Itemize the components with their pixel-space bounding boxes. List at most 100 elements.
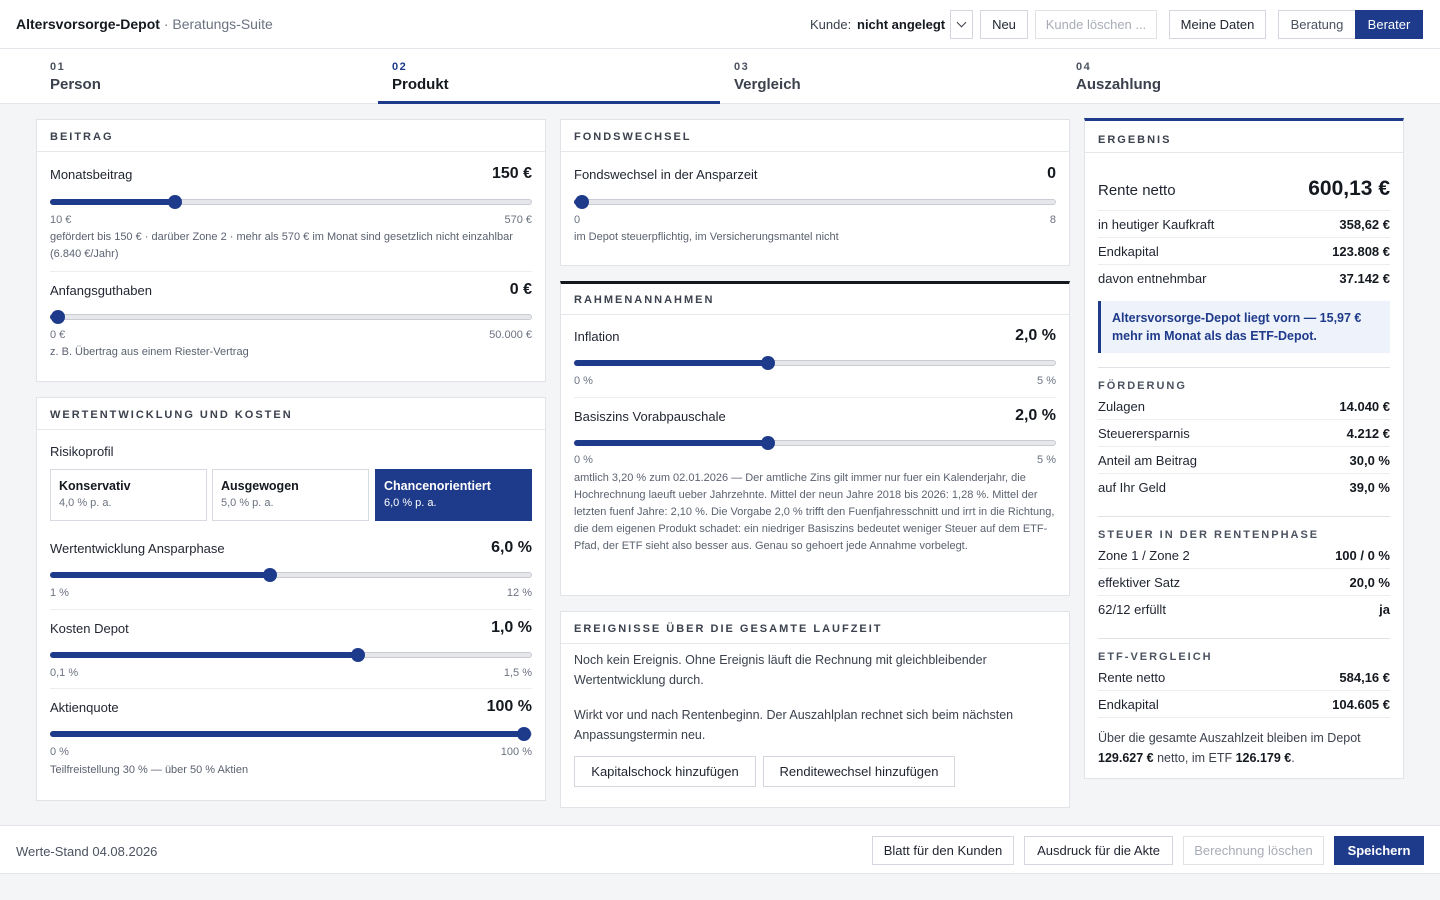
slider-thumb[interactable] — [517, 727, 531, 741]
result-row: Zulagen 14.040 € — [1098, 393, 1390, 420]
ergebnis-content: Rente netto 600,13 € in heutiger Kaufkra… — [1098, 154, 1390, 774]
result-key: Steuerersparnis — [1098, 426, 1190, 441]
mode-berater-button[interactable]: Berater — [1355, 10, 1423, 39]
slider-track[interactable] — [574, 195, 1056, 209]
result-value: 20,0 % — [1349, 575, 1390, 590]
delete-calculation-button[interactable]: Berechnung löschen — [1183, 836, 1324, 865]
customer-sheet-button[interactable]: Blatt für den Kunden — [872, 836, 1014, 865]
card-title: RAHMENANNAHMEN — [561, 284, 1069, 315]
foerderung-title: FÖRDERUNG — [1098, 380, 1187, 392]
slider-track[interactable] — [50, 195, 532, 209]
slider-track[interactable] — [50, 727, 532, 741]
ereignisse-card: EREIGNISSE ÜBER DIE GESAMTE LAUFZEIT Noc… — [560, 611, 1070, 808]
slider-hint: z. B. Übertrag aus einem Riester-Vertrag — [50, 346, 249, 358]
result-key: Rente netto — [1098, 670, 1166, 685]
slider-thumb[interactable] — [51, 310, 65, 324]
slider-thumb[interactable] — [262, 568, 277, 582]
profile-konservativ[interactable]: Konservativ 4,0 % p. a. — [50, 469, 207, 521]
top-bar: Altersvorsorge-Depot · Beratungs-Suite K… — [0, 0, 1440, 49]
tab-person[interactable]: 01 Person — [36, 49, 378, 104]
profile-rate: 6,0 % p. a. — [384, 497, 437, 509]
tab-number: 03 — [734, 61, 750, 73]
result-key: effektiver Satz — [1098, 575, 1181, 590]
result-key: Zone 1 / Zone 2 — [1098, 548, 1190, 563]
slider-max: 5 % — [1037, 375, 1056, 387]
new-customer-button[interactable]: Neu — [980, 10, 1028, 39]
my-data-button[interactable]: Meine Daten — [1169, 10, 1266, 39]
slider-value: 2,0 % — [1015, 327, 1056, 344]
result-value: 104.605 € — [1332, 697, 1390, 712]
slider-thumb[interactable] — [167, 195, 182, 209]
slider-hint: amtlich 3,20 % zum 02.01.2026 — Der amtl… — [574, 472, 1055, 552]
slider-track[interactable] — [50, 648, 532, 662]
app-title: Altersvorsorge-Depot · Beratungs-Suite — [16, 16, 273, 32]
slider-fill — [574, 440, 768, 446]
divider — [1098, 210, 1390, 211]
kosten-slider: Kosten Depot 1,0 % 0,1 % 1,5 % — [50, 619, 532, 679]
mode-beratung-button[interactable]: Beratung — [1278, 10, 1356, 39]
step-tabs: 01 Person 02 Produkt 03 Vergleich 04 Aus… — [0, 49, 1440, 104]
slider-max: 1,5 % — [503, 667, 532, 679]
result-value: 14.040 € — [1339, 399, 1390, 414]
result-key: Endkapital — [1098, 244, 1159, 259]
wertentwicklung-card: WERTENTWICKLUNG UND KOSTEN Risikoprofil … — [36, 397, 546, 801]
result-value: 100 / 0 % — [1335, 548, 1390, 563]
result-key: 62/12 erfüllt — [1098, 602, 1166, 617]
slider-label: Wertentwicklung Ansparphase — [50, 541, 225, 556]
slider-thumb[interactable] — [761, 436, 776, 450]
anfangsguthaben-slider: Anfangsguthaben 0 € 0 € 50.000 € z. B. Ü… — [50, 281, 532, 361]
risikoprofil-label: Risikoprofil — [50, 444, 114, 459]
slider-track[interactable] — [50, 568, 532, 582]
save-button[interactable]: Speichern — [1334, 836, 1424, 865]
slider-min: 0,1 % — [50, 667, 79, 679]
tab-label: Auszahlung — [1076, 76, 1161, 93]
ereignisse-info-text: Wirkt vor und nach Rentenbeginn. Der Aus… — [574, 708, 1014, 742]
slider-fill — [50, 572, 269, 578]
slider-max: 570 € — [504, 214, 532, 226]
tab-produkt[interactable]: 02 Produkt — [378, 49, 720, 104]
tab-vergleich[interactable]: 03 Vergleich — [720, 49, 1062, 104]
inflation-slider: Inflation 2,0 % 0 % 5 % — [574, 327, 1056, 387]
profile-chancenorientiert[interactable]: Chancenorientiert 6,0 % p. a. — [375, 469, 532, 521]
result-key: davon entnehmbar — [1098, 271, 1207, 286]
summary-text: . — [1291, 751, 1295, 765]
slider-max: 50.000 € — [489, 329, 532, 341]
result-value: 123.808 € — [1332, 244, 1390, 259]
slider-thumb[interactable] — [350, 648, 365, 662]
divider — [574, 397, 1056, 398]
slider-range: 10 € 570 € — [50, 214, 532, 226]
slider-label: Basiszins Vorabpauschale — [574, 409, 726, 424]
result-row: Anteil am Beitrag 30,0 % — [1098, 447, 1390, 474]
delete-customer-button[interactable]: Kunde löschen ... — [1035, 10, 1157, 39]
slider-track[interactable] — [50, 310, 532, 324]
slider-min: 0 % — [50, 746, 69, 758]
slider-min: 10 € — [50, 214, 72, 226]
tab-auszahlung[interactable]: 04 Auszahlung — [1062, 49, 1404, 104]
slider-hint: im Depot steuerpflichtig, im Versicherun… — [574, 231, 839, 243]
comparison-callout: Altersvorsorge-Depot liegt vorn — 15,97 … — [1098, 301, 1390, 353]
result-row: Zone 1 / Zone 2 100 / 0 % — [1098, 542, 1390, 569]
result-row: Endkapital 104.605 € — [1098, 691, 1390, 718]
add-renditewechsel-button[interactable]: Renditewechsel hinzufügen — [763, 756, 955, 787]
kunde-dropdown-button[interactable] — [950, 10, 973, 39]
result-value: 30,0 % — [1349, 453, 1390, 468]
result-value: 37.142 € — [1339, 271, 1390, 286]
slider-max: 5 % — [1037, 454, 1056, 466]
slider-value: 100 % — [486, 698, 532, 715]
app-subtitle: · Beratungs-Suite — [163, 16, 273, 32]
slider-thumb[interactable] — [761, 356, 776, 370]
slider-range: 0 % 5 % — [574, 375, 1056, 387]
divider — [50, 609, 532, 610]
add-kapitalschock-button[interactable]: Kapitalschock hinzufügen — [574, 756, 756, 787]
result-row: Endkapital 123.808 € — [1098, 238, 1390, 265]
slider-value: 2,0 % — [1015, 407, 1056, 424]
profile-ausgewogen[interactable]: Ausgewogen 5,0 % p. a. — [212, 469, 369, 521]
file-printout-button[interactable]: Ausdruck für die Akte — [1024, 836, 1173, 865]
card-title: WERTENTWICKLUNG UND KOSTEN — [37, 398, 545, 430]
slider-thumb[interactable] — [575, 195, 589, 209]
tab-number: 02 — [392, 61, 408, 73]
slider-track[interactable] — [574, 356, 1056, 370]
slider-track[interactable] — [574, 436, 1056, 450]
slider-value: 0 — [1047, 165, 1056, 182]
ereignisse-empty-text: Noch kein Ereignis. Ohne Ereignis läuft … — [574, 653, 987, 687]
